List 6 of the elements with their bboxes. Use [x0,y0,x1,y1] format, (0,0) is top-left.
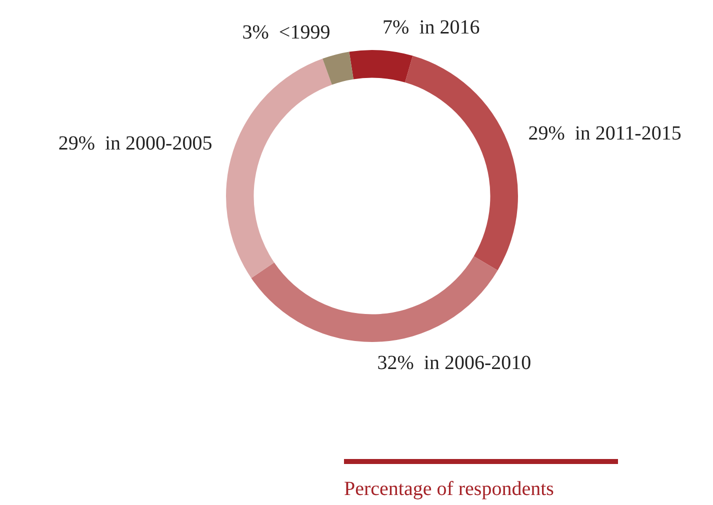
slice-label: 32% in 2006-2010 [377,352,532,374]
text: Percentage of respondents [344,478,554,501]
slice-label: 29% in 2000-2005 [58,132,212,154]
slice-label: 7% in 2016 [382,16,480,39]
slice-label: 3% <1999 [242,22,330,44]
slice-label: 29% in 2011-2015 [528,122,682,144]
